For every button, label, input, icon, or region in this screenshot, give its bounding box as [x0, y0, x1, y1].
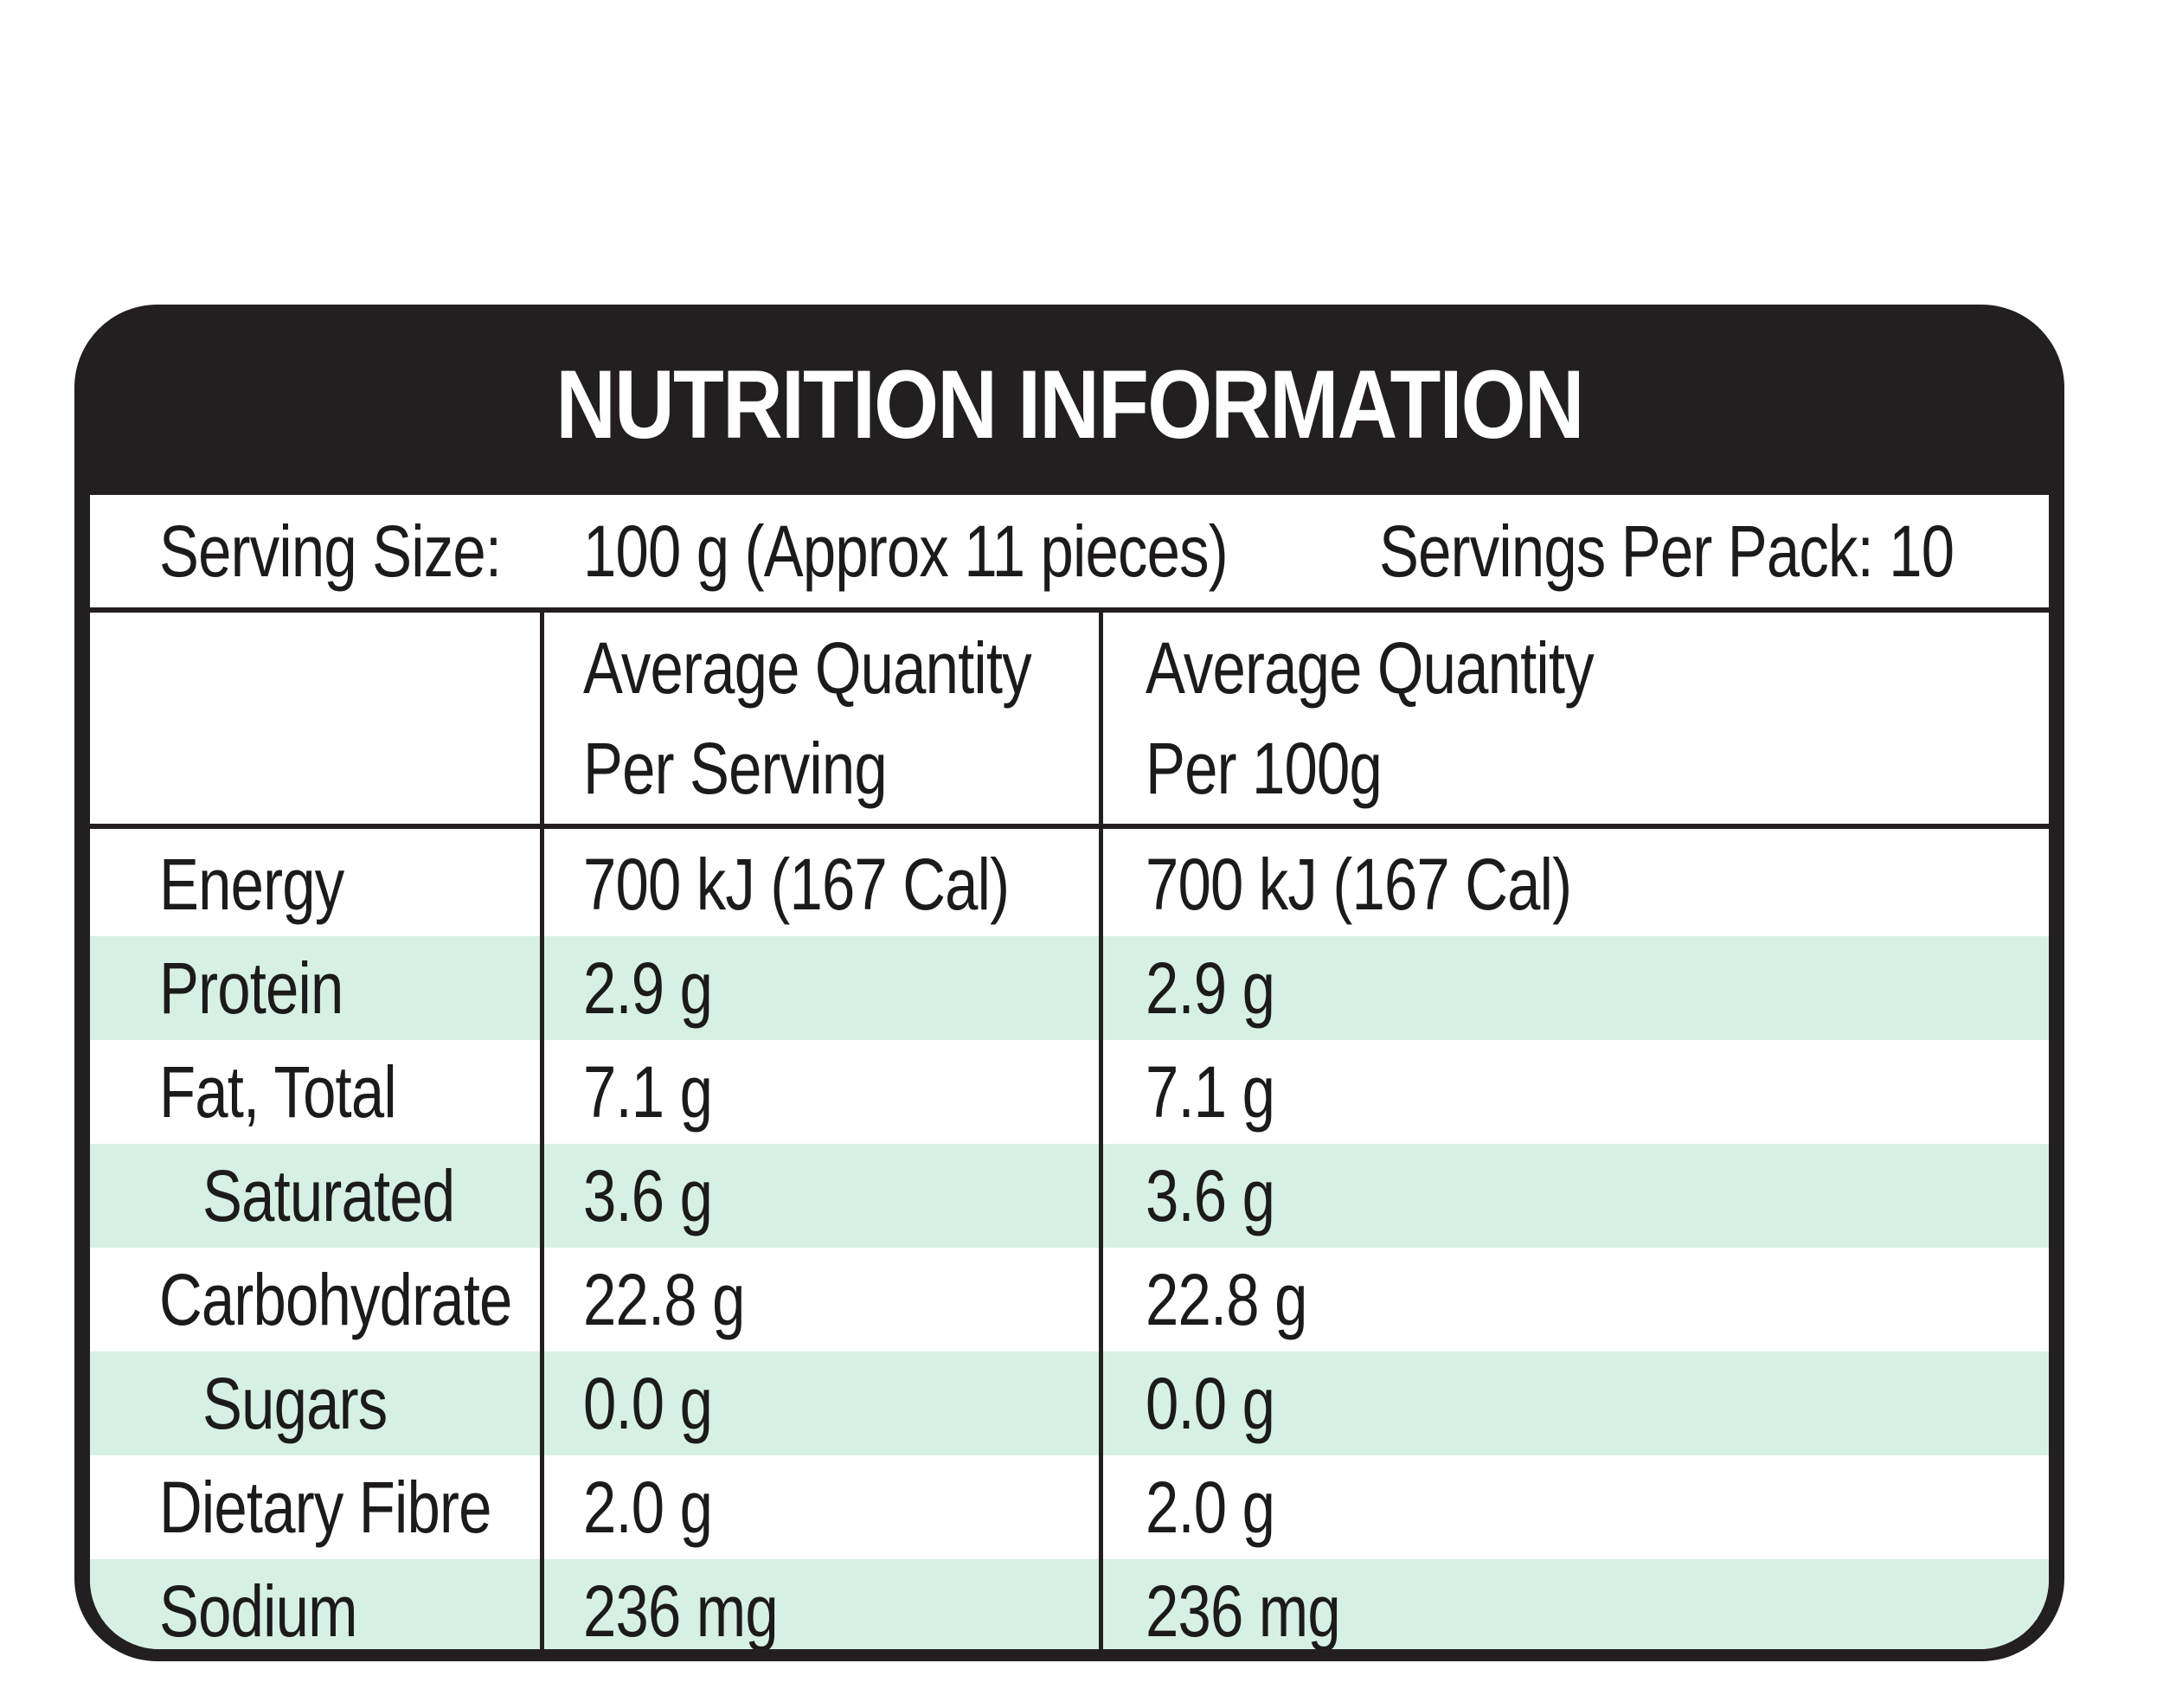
nutrient-per-100g: 3.6 g	[1146, 1154, 1275, 1236]
nutrient-per-100g: 236 mg	[1146, 1570, 1341, 1650]
divider-header	[90, 824, 2049, 829]
servings-per-pack-cell: Servings Per Pack: 10	[1379, 495, 2049, 607]
header-per-serving: Average Quantity Per Serving	[583, 613, 1146, 824]
column-divider-right	[1099, 613, 1103, 1649]
nutrient-per-serving: 2.9 g	[583, 947, 713, 1029]
panel-title: NUTRITION INFORMATION	[555, 350, 1584, 459]
serving-size-value-cell: 100 g (Approx 11 pieces)	[583, 495, 1369, 607]
table-row: Fat, Total 7.1 g 7.1 g	[90, 1040, 2049, 1144]
column-divider-left	[540, 613, 544, 1649]
header-per-100g-line1: Average Quantity	[1146, 626, 1595, 709]
nutrition-table: Serving Size: 100 g (Approx 11 pieces) S…	[90, 495, 2049, 1649]
nutrient-name-sub: Saturated	[202, 1154, 455, 1236]
nutrient-per-serving: 0.0 g	[583, 1362, 713, 1444]
nutrient-name-sub: Sugars	[202, 1362, 388, 1444]
serving-size-value: 100 g (Approx 11 pieces)	[583, 510, 1229, 592]
table-row: Dietary Fibre 2.0 g 2.0 g	[90, 1455, 2049, 1559]
header-per-serving-line2: Per Serving	[583, 727, 888, 809]
nutrient-per-100g: 2.9 g	[1146, 947, 1275, 1029]
header-per-serving-line1: Average Quantity	[583, 626, 1032, 709]
nutrient-name: Sodium	[159, 1570, 357, 1650]
nutrient-name: Protein	[159, 947, 343, 1029]
nutrient-per-serving: 236 mg	[583, 1570, 779, 1650]
nutrient-per-serving: 3.6 g	[583, 1154, 713, 1236]
table-row: Sugars 0.0 g 0.0 g	[90, 1352, 2049, 1455]
table-row: Saturated 3.6 g 3.6 g	[90, 1144, 2049, 1248]
nutrient-name: Carbohydrate	[159, 1258, 512, 1340]
nutrient-per-100g: 700 kJ (167 Cal)	[1146, 843, 1572, 925]
header-per-100g: Average Quantity Per 100g	[1146, 613, 2011, 824]
nutrient-per-serving: 22.8 g	[583, 1258, 745, 1340]
nutrient-per-100g: 0.0 g	[1146, 1362, 1275, 1444]
header-per-100g-line2: Per 100g	[1146, 727, 1383, 809]
nutrient-name: Energy	[159, 843, 344, 925]
table-row: Energy 700 kJ (167 Cal) 700 kJ (167 Cal)	[90, 832, 2049, 936]
serving-size-label: Serving Size:	[159, 510, 502, 592]
serving-row: Serving Size: 100 g (Approx 11 pieces) S…	[90, 495, 2049, 607]
nutrient-rows: Energy 700 kJ (167 Cal) 700 kJ (167 Cal)…	[90, 832, 2049, 1649]
serving-size-label-cell: Serving Size:	[159, 495, 576, 607]
table-row: Carbohydrate 22.8 g 22.8 g	[90, 1248, 2049, 1352]
nutrient-name: Fat, Total	[159, 1050, 397, 1133]
servings-per-pack: Servings Per Pack: 10	[1379, 510, 1954, 592]
nutrient-per-100g: 2.0 g	[1146, 1466, 1275, 1548]
column-header-row: Average Quantity Per Serving Average Qua…	[90, 613, 2049, 824]
nutrient-name: Dietary Fibre	[159, 1466, 491, 1548]
nutrient-per-serving: 2.0 g	[583, 1466, 713, 1548]
nutrient-per-100g: 22.8 g	[1146, 1258, 1307, 1340]
nutrient-per-100g: 7.1 g	[1146, 1050, 1275, 1133]
nutrient-per-serving: 700 kJ (167 Cal)	[583, 843, 1010, 925]
divider-serving	[90, 607, 2049, 613]
nutrient-per-serving: 7.1 g	[583, 1050, 713, 1133]
table-row: Sodium 236 mg 236 mg	[90, 1559, 2049, 1649]
nutrition-panel: NUTRITION INFORMATION Serving Size: 100 …	[74, 305, 2064, 1661]
table-row: Protein 2.9 g 2.9 g	[90, 936, 2049, 1040]
